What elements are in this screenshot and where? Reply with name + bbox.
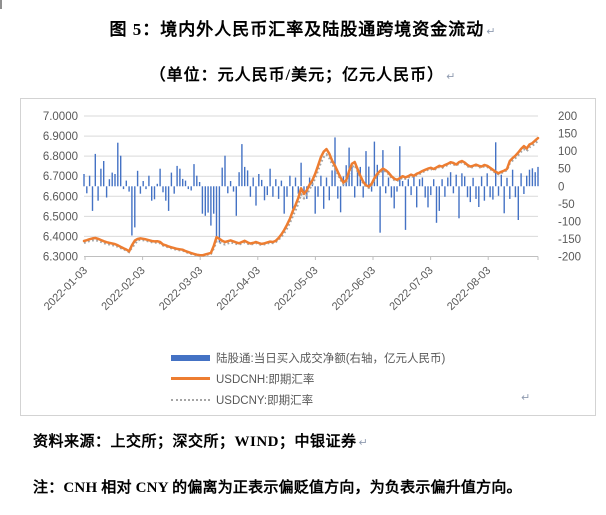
left-axis-tick: 6.6000 (43, 191, 78, 203)
legend-item-lugutong: 陆股通:当日买入成交净额(右轴，亿元人民币) (171, 347, 445, 368)
right-axis-tick: 0 (558, 181, 564, 193)
left-axis-tick: 6.9000 (43, 131, 78, 143)
right-axis-tick: -50 (558, 199, 575, 211)
right-axis-tick: 200 (558, 111, 577, 123)
right-axis-tick: -100 (558, 216, 581, 228)
legend-item-usdcny: USDCNY:即期汇率 (171, 389, 445, 410)
legend-item-usdcnh: USDCNH:即期汇率 (171, 368, 445, 389)
paragraph-mark: ↵ (358, 436, 369, 449)
chart-canvas: 7.0000 6.9000 6.8000 6.7000 6.6000 6.5000 6.40… (42, 111, 581, 313)
dotted-series-swatch (171, 398, 210, 401)
x-axis-tick-label: 2022-05-03 (272, 265, 320, 313)
x-axis-tick-label: 2022-07-03 (387, 265, 435, 313)
net-buy-bars (83, 137, 539, 243)
right-axis-tick: 150 (558, 129, 577, 141)
right-axis-tick: 100 (558, 146, 577, 158)
x-axis-tick-label: 2022-02-03 (99, 265, 147, 313)
left-axis-tick: 7.0000 (43, 111, 78, 123)
paragraph-mark: ↵ (486, 25, 497, 38)
usdcnh-line (82, 136, 540, 257)
left-axis-tick: 6.5000 (43, 211, 78, 223)
bar-series-swatch (171, 354, 210, 361)
right-axis-tick: -200 (558, 252, 581, 264)
line-series-swatch (171, 377, 210, 380)
chart-frame[interactable]: 7.0000 6.9000 6.8000 6.7000 6.6000 6.5000 6.40… (20, 98, 596, 416)
legend-label: USDCNH:即期汇率 (216, 373, 315, 386)
right-axis-tick: 50 (558, 164, 571, 176)
plot-area: 7.0000 6.9000 6.8000 6.7000 6.6000 6.5000 6.40… (21, 99, 595, 420)
x-axis-tick-label: 2022-04-03 (215, 265, 263, 313)
left-axis-tick: 6.3000 (43, 252, 78, 264)
x-axis-tick-label: 2022-08-03 (445, 265, 493, 313)
legend-label: USDCNY:即期汇率 (216, 394, 314, 407)
chart-legend: 陆股通:当日买入成交净额(右轴，亿元人民币) USDCNH:即期汇率 USDCN… (171, 347, 445, 410)
source-line: 资料来源：上交所；深交所；WIND；中银证券 ↵ (33, 434, 369, 450)
right-axis-tick: -150 (558, 234, 581, 246)
left-axis-tick: 6.7000 (43, 171, 78, 183)
window-edge-artifact (0, 0, 2, 9)
legend-label: 陆股通:当日买入成交净额(右轴，亿元人民币) (216, 352, 446, 365)
x-axis-tick-label: 2022-03-03 (157, 265, 205, 313)
figure-title: 图 5：境内外人民币汇率及陆股通跨境资金流动 ↵ (109, 20, 497, 39)
x-axis-tick-label: 2022-01-03 (42, 265, 90, 313)
left-axis-tick: 6.4000 (43, 231, 78, 243)
paragraph-mark: ↵ (446, 70, 457, 83)
x-axis-tick-label: 2022-06-03 (330, 265, 378, 313)
left-axis-tick: 6.8000 (43, 151, 78, 163)
figure-subtitle: （单位：元人民币/美元；亿元人民币） ↵ (149, 67, 457, 84)
paragraph-mark: ↵ (521, 391, 531, 404)
note-line: 注：CNH 相对 CNY 的偏离为正表示偏贬值方向，为负表示偏升值方向。 (33, 480, 522, 496)
